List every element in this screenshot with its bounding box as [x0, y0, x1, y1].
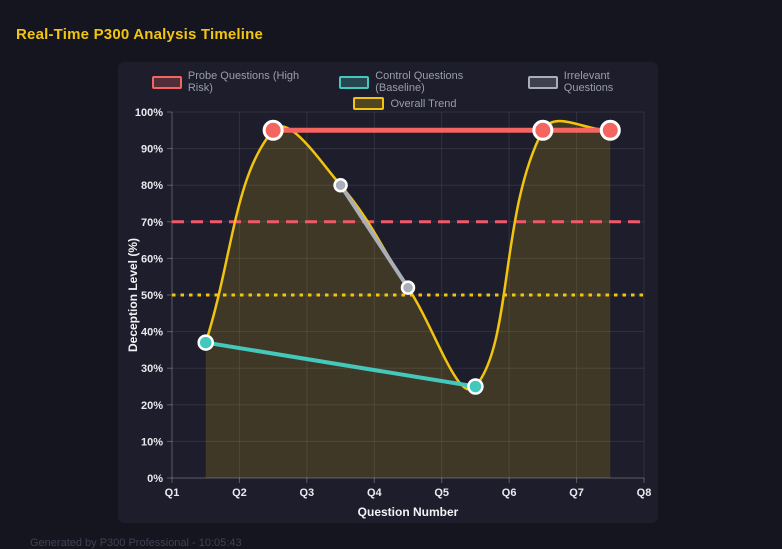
y-tick-label: 40%	[141, 327, 163, 339]
legend-item-probe[interactable]: Probe Questions (High Risk)	[152, 70, 321, 94]
legend-label-irrelevant: Irrelevant Questions	[563, 70, 614, 94]
page-title: Real-Time P300 Analysis Timeline	[16, 26, 264, 43]
footer-note: Generated by P300 Professional - 10:05:4…	[30, 537, 242, 549]
data-point-series-2[interactable]	[400, 280, 416, 295]
y-tick-label: 30%	[141, 363, 163, 375]
legend-label-probe: Probe Questions (High Risk)	[187, 70, 300, 94]
series-line-1	[203, 340, 478, 389]
x-tick-label: Q8	[637, 487, 652, 499]
y-tick-label: 0%	[147, 473, 163, 485]
legend-swatch-trend-icon	[353, 97, 385, 110]
legend-swatch-control-icon	[339, 75, 370, 89]
x-tick-label: Q1	[165, 487, 180, 499]
legend-swatch-irrelevant-icon	[527, 75, 558, 89]
chart-card: Probe Questions (High Risk) Control Ques…	[118, 62, 658, 523]
y-tick-label: 10%	[141, 436, 163, 448]
x-tick-label: Q2	[232, 487, 247, 499]
legend-item-irrelevant[interactable]: Irrelevant Questions	[527, 70, 658, 94]
x-tick-label: Q6	[502, 487, 517, 499]
data-point-series-0[interactable]	[599, 119, 621, 141]
x-tick-label: Q5	[434, 487, 449, 499]
y-tick-label: 70%	[141, 217, 163, 229]
legend-label-trend: Overall Trend	[390, 97, 457, 110]
series-line-2	[338, 183, 410, 290]
legend-item-control[interactable]: Control Questions (Baseline)	[339, 70, 510, 94]
legend-label-control: Control Questions (Baseline)	[375, 70, 464, 94]
y-tick-label: 100%	[135, 107, 163, 119]
legend-row-2: Overall Trend	[152, 97, 658, 110]
y-tick-label: 60%	[141, 253, 163, 265]
x-tick-label: Q4	[367, 487, 383, 499]
data-point-series-0[interactable]	[262, 119, 284, 141]
y-axis-title: Deception Level (%)	[126, 238, 140, 352]
chart-legend: Probe Questions (High Risk) Control Ques…	[152, 70, 658, 113]
timeline-chart: Q1 Q2 Q3 Q4 Q5 Q6 Q7 Q8 0% 10% 20% 30% 40% 50% 60% 70% 8…	[126, 107, 652, 519]
legend-swatch-probe-icon	[152, 75, 182, 89]
legend-row-1: Probe Questions (High Risk) Control Ques…	[152, 70, 658, 94]
data-point-series-1[interactable]	[467, 378, 484, 395]
trend-area	[205, 121, 611, 478]
x-tick-label: Q3	[300, 487, 315, 499]
data-point-series-1[interactable]	[197, 334, 214, 351]
data-point-series-0[interactable]	[532, 119, 554, 141]
x-tick-label: Q7	[569, 487, 584, 499]
y-tick-label: 20%	[141, 400, 163, 412]
x-axis-title: Question Number	[358, 505, 459, 519]
legend-item-trend[interactable]: Overall Trend	[353, 97, 457, 110]
y-tick-label: 80%	[141, 180, 163, 192]
y-tick-label: 50%	[141, 290, 163, 302]
data-point-series-2[interactable]	[333, 177, 348, 193]
y-tick-label: 90%	[141, 144, 163, 156]
